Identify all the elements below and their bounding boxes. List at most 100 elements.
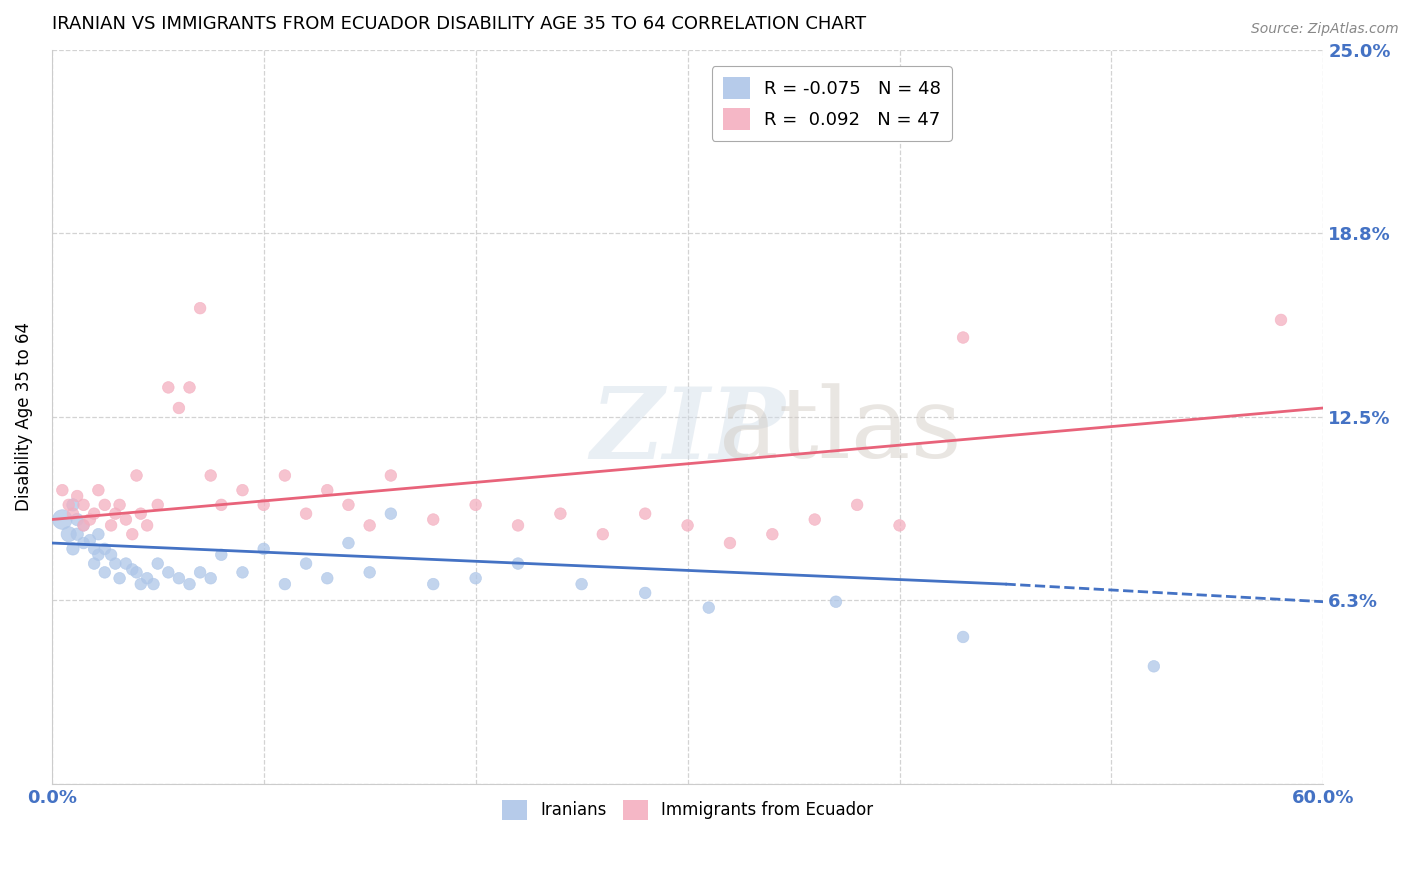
Point <box>72 536 94 550</box>
Point <box>125 566 148 580</box>
Point <box>136 518 159 533</box>
Point <box>422 512 444 526</box>
Point <box>125 468 148 483</box>
Point <box>66 512 89 526</box>
Point <box>93 541 115 556</box>
Point <box>129 507 152 521</box>
Point <box>274 577 297 591</box>
Point <box>83 507 105 521</box>
Point <box>83 541 105 556</box>
Point <box>825 595 848 609</box>
Point <box>1270 313 1292 327</box>
Point <box>337 498 360 512</box>
Text: Source: ZipAtlas.com: Source: ZipAtlas.com <box>1251 22 1399 37</box>
Point <box>506 518 529 533</box>
Point <box>889 518 911 533</box>
Point <box>231 566 253 580</box>
Point <box>634 507 657 521</box>
Point <box>718 536 741 550</box>
Point <box>100 548 122 562</box>
Point <box>253 498 276 512</box>
Point <box>380 507 402 521</box>
Point <box>803 512 825 526</box>
Text: IRANIAN VS IMMIGRANTS FROM ECUADOR DISABILITY AGE 35 TO 64 CORRELATION CHART: IRANIAN VS IMMIGRANTS FROM ECUADOR DISAB… <box>52 15 866 33</box>
Point <box>72 518 94 533</box>
Point <box>359 518 381 533</box>
Point <box>506 557 529 571</box>
Point <box>93 498 115 512</box>
Point <box>157 566 180 580</box>
Point <box>295 557 318 571</box>
Point <box>83 557 105 571</box>
Point <box>157 380 180 394</box>
Point <box>104 507 127 521</box>
Text: atlas: atlas <box>718 384 962 479</box>
Point <box>62 507 84 521</box>
Point <box>108 571 131 585</box>
Point <box>146 498 169 512</box>
Point <box>51 483 73 498</box>
Point <box>464 571 486 585</box>
Point <box>188 301 211 315</box>
Point <box>121 527 143 541</box>
Point <box>464 498 486 512</box>
Point <box>274 468 297 483</box>
Point <box>200 468 222 483</box>
Point <box>231 483 253 498</box>
Point <box>87 527 110 541</box>
Text: ZIP: ZIP <box>591 384 785 480</box>
Point <box>115 557 138 571</box>
Point <box>136 571 159 585</box>
Point <box>142 577 165 591</box>
Point <box>79 533 101 547</box>
Point <box>66 527 89 541</box>
Point <box>121 562 143 576</box>
Point <box>697 600 720 615</box>
Point <box>58 527 80 541</box>
Point <box>761 527 783 541</box>
Point <box>115 512 138 526</box>
Point <box>316 571 339 585</box>
Point <box>952 630 974 644</box>
Point <box>253 541 276 556</box>
Point <box>62 541 84 556</box>
Point <box>100 518 122 533</box>
Point <box>179 577 201 591</box>
Point <box>209 498 232 512</box>
Point <box>93 566 115 580</box>
Point <box>87 548 110 562</box>
Point <box>295 507 318 521</box>
Point <box>104 557 127 571</box>
Point <box>380 468 402 483</box>
Point <box>58 498 80 512</box>
Point <box>72 518 94 533</box>
Point <box>72 498 94 512</box>
Point <box>87 483 110 498</box>
Point <box>634 586 657 600</box>
Point <box>167 401 190 415</box>
Point <box>676 518 699 533</box>
Point <box>209 548 232 562</box>
Y-axis label: Disability Age 35 to 64: Disability Age 35 to 64 <box>15 322 32 511</box>
Point <box>129 577 152 591</box>
Point <box>571 577 593 591</box>
Point <box>1143 659 1166 673</box>
Point <box>316 483 339 498</box>
Point <box>592 527 614 541</box>
Point <box>179 380 201 394</box>
Point <box>952 330 974 344</box>
Point <box>51 512 73 526</box>
Point <box>422 577 444 591</box>
Point <box>146 557 169 571</box>
Point <box>188 566 211 580</box>
Point <box>550 507 572 521</box>
Point <box>200 571 222 585</box>
Point <box>79 512 101 526</box>
Point <box>108 498 131 512</box>
Point <box>359 566 381 580</box>
Point <box>62 498 84 512</box>
Legend: Iranians, Immigrants from Ecuador: Iranians, Immigrants from Ecuador <box>495 793 880 827</box>
Point <box>846 498 869 512</box>
Point <box>167 571 190 585</box>
Point <box>66 489 89 503</box>
